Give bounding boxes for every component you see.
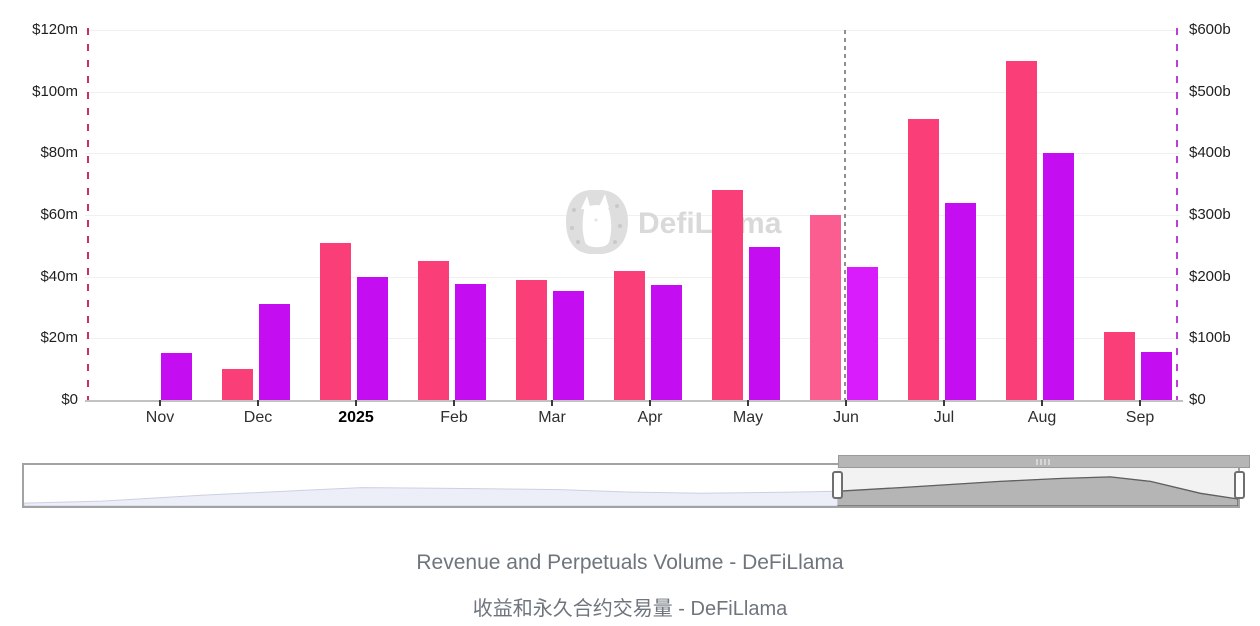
volume-bar-sep[interactable] bbox=[1141, 351, 1172, 400]
left-axis-tick-label: $60m bbox=[40, 206, 78, 223]
gridline bbox=[85, 91, 1180, 93]
left-axis-tick-label: $40m bbox=[40, 267, 78, 285]
right-axis-tick-label: $200b bbox=[1189, 267, 1231, 285]
volume-bar-2025[interactable] bbox=[357, 276, 388, 400]
x-axis-label-jul: Jul bbox=[933, 409, 955, 426]
revenue-bar-sep[interactable] bbox=[1104, 332, 1135, 400]
gridline bbox=[85, 215, 1180, 216]
volume-bar-feb[interactable] bbox=[455, 284, 486, 400]
volume-bar-dec[interactable] bbox=[259, 304, 290, 400]
right-axis-tick-label: $500b bbox=[1189, 82, 1231, 100]
x-axis-label-dec: Dec bbox=[243, 409, 273, 426]
left-axis-dashed-line bbox=[87, 28, 89, 400]
volume-bar-mar[interactable] bbox=[553, 291, 584, 400]
gridline bbox=[85, 30, 1180, 31]
x-axis-line bbox=[85, 400, 1183, 402]
revenue-bar-apr[interactable] bbox=[614, 270, 645, 400]
left-axis-tick-label: $120m bbox=[32, 21, 78, 38]
x-axis-tick bbox=[355, 400, 357, 406]
x-axis-label-sep: Sep bbox=[1125, 409, 1155, 426]
volume-bar-may[interactable] bbox=[749, 247, 780, 400]
hover-crosshair-line bbox=[844, 30, 846, 400]
x-axis-label-mar: Mar bbox=[538, 409, 566, 426]
gridline bbox=[85, 153, 1180, 155]
x-axis-tick bbox=[747, 400, 749, 406]
right-axis-tick-label: $300b bbox=[1189, 206, 1231, 223]
defillama-watermark: DefiLlama bbox=[560, 184, 790, 265]
right-axis-tick-label: $100b bbox=[1189, 329, 1231, 347]
x-axis-label-feb: Feb bbox=[440, 409, 468, 426]
x-axis-label-may: May bbox=[732, 409, 764, 426]
left-axis-tick-label: $0 bbox=[61, 391, 78, 408]
timeline-navigator[interactable] bbox=[22, 463, 1240, 508]
volume-bar-jun[interactable] bbox=[847, 267, 878, 400]
chart-title: Revenue and Perpetuals Volume - DeFiLlam… bbox=[416, 551, 844, 574]
x-axis-tick bbox=[159, 400, 161, 406]
revenue-bar-jul[interactable] bbox=[908, 119, 939, 400]
revenue-bar-2025[interactable] bbox=[320, 242, 351, 400]
chart-subtitle-chinese: 收益和永久合约交易量 - DeFiLlama bbox=[472, 598, 788, 620]
navigator-selection-bar[interactable] bbox=[838, 455, 1250, 468]
right-axis-tick-label: $400b bbox=[1189, 144, 1231, 162]
revenue-bar-may[interactable] bbox=[712, 190, 743, 400]
right-axis-tick-label: $0 bbox=[1189, 391, 1206, 408]
right-axis-dashed-line bbox=[1176, 28, 1178, 400]
x-axis-tick bbox=[551, 400, 553, 406]
revenue-bar-feb[interactable] bbox=[418, 261, 449, 400]
x-axis-label-aug: Aug bbox=[1027, 409, 1057, 426]
revenue-bar-jun[interactable] bbox=[810, 215, 841, 400]
revenue-bar-mar[interactable] bbox=[516, 279, 547, 400]
navigator-area-chart bbox=[24, 465, 1238, 506]
volume-bar-apr[interactable] bbox=[651, 285, 682, 400]
watermark-text: DefiLlama bbox=[638, 207, 782, 240]
navigator-right-handle[interactable] bbox=[1234, 471, 1245, 499]
left-axis-tick-label: $80m bbox=[40, 144, 78, 162]
volume-bar-nov[interactable] bbox=[161, 353, 192, 400]
volume-bar-aug[interactable] bbox=[1043, 153, 1074, 400]
x-axis-label-apr: Apr bbox=[637, 409, 663, 426]
x-axis-tick bbox=[943, 400, 945, 406]
left-axis-tick-label: $20m bbox=[40, 329, 78, 347]
right-axis-tick-label: $600b bbox=[1189, 21, 1231, 38]
x-axis-tick bbox=[453, 400, 455, 406]
x-axis-tick bbox=[1041, 400, 1043, 406]
x-axis-tick bbox=[1139, 400, 1141, 406]
x-axis-tick bbox=[845, 400, 847, 406]
x-axis-label-jun: Jun bbox=[833, 409, 859, 426]
navigator-left-handle[interactable] bbox=[832, 471, 843, 499]
left-axis-tick-label: $100m bbox=[32, 82, 78, 100]
x-axis-label-nov: Nov bbox=[145, 409, 175, 426]
x-axis-tick bbox=[649, 400, 651, 406]
revenue-bar-aug[interactable] bbox=[1006, 60, 1037, 400]
revenue-bar-dec[interactable] bbox=[222, 369, 253, 400]
volume-bar-jul[interactable] bbox=[945, 202, 976, 400]
x-axis-tick bbox=[257, 400, 259, 406]
x-axis-label-2025: 2025 bbox=[338, 409, 374, 426]
